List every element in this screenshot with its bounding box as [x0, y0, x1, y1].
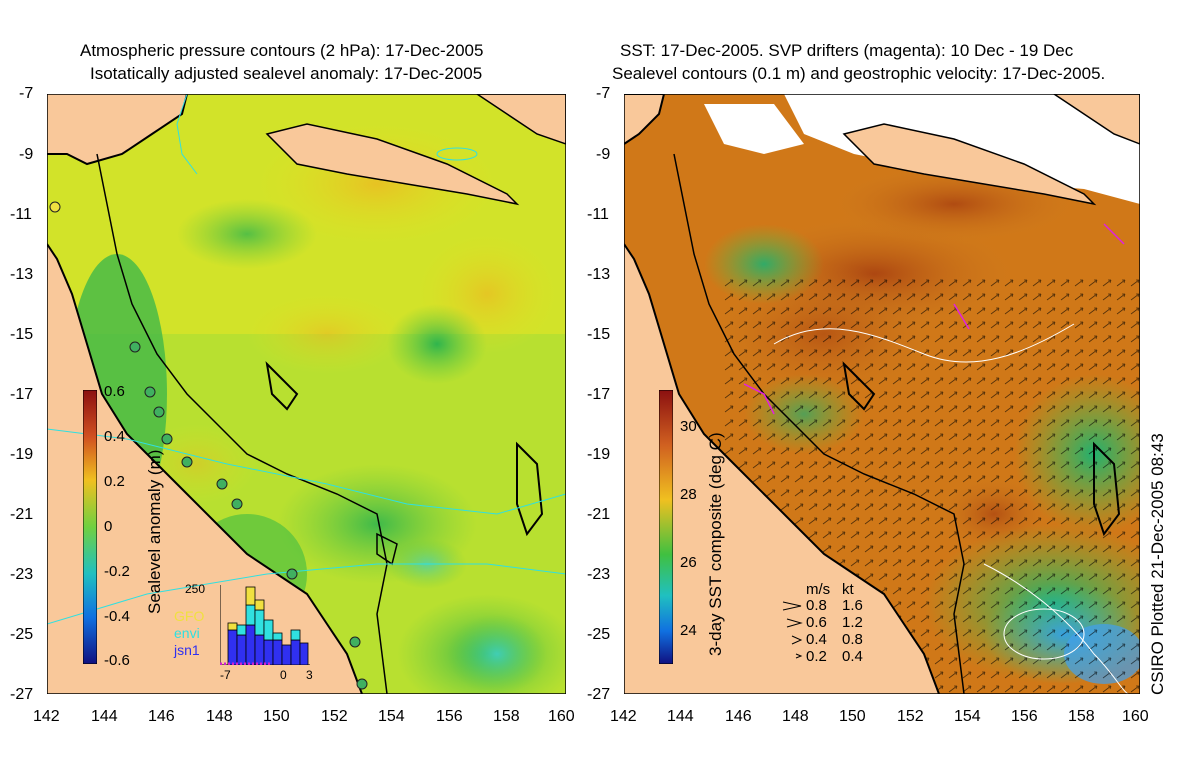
velocity-legend-kt-3: 0.4: [842, 648, 863, 665]
left-lat-tick: -27: [10, 686, 34, 703]
right-lat-tick: -17: [587, 386, 611, 403]
plot-credit: CSIRO Plotted 21-Dec-2005 08:43: [1148, 433, 1167, 695]
left-cb-tick-1: 0.4: [104, 428, 125, 445]
left-lon-tick: 144: [91, 708, 118, 725]
right-lon-tick: 154: [954, 708, 981, 725]
right-lat-tick: -21: [587, 506, 611, 523]
left-lat-tick: -17: [10, 386, 34, 403]
velocity-legend-ms-header: m/s: [806, 581, 831, 598]
velocity-legend-ms-2: 0.4: [806, 631, 827, 648]
left-lon-tick: 148: [206, 708, 233, 725]
left-cb-tick-3: 0: [104, 518, 113, 535]
left-lat-tick: -13: [10, 266, 34, 283]
histogram-ymax: 250: [185, 582, 206, 596]
left-lat-tick: -11: [10, 206, 32, 223]
velocity-legend-kt-header: kt: [842, 581, 854, 598]
right-title-line1: SST: 17-Dec-2005. SVP drifters (magenta)…: [620, 41, 1074, 60]
left-lon-tick: 156: [436, 708, 463, 725]
left-lat-tick: -25: [10, 626, 34, 643]
right-colorbar: [659, 390, 673, 664]
right-lat-tick: -23: [587, 566, 611, 583]
right-lat-tick: -13: [587, 266, 611, 283]
velocity-legend-ms-3: 0.2: [806, 648, 827, 665]
right-cb-tick-2: 26: [680, 554, 697, 571]
velocity-legend-arrows: [782, 601, 803, 659]
right-lat-tick: -15: [587, 326, 611, 343]
right-title-line2: Sealevel contours (0.1 m) and geostrophi…: [612, 64, 1106, 83]
right-lon-tick: 160: [1122, 708, 1149, 725]
left-map: [47, 94, 566, 694]
right-cb-tick-3: 24: [680, 622, 697, 639]
left-lat-tick: -21: [10, 506, 34, 523]
left-cb-tick-4: -0.2: [104, 563, 130, 580]
right-lat-tick: -19: [587, 446, 611, 463]
left-lat-tick: -23: [10, 566, 34, 583]
left-lon-tick: 154: [378, 708, 405, 725]
left-cb-tick-0: 0.6: [104, 383, 125, 400]
legend-gfo: GFO: [174, 608, 205, 624]
left-title-line2: Isotatically adjusted sealevel anomaly: …: [90, 64, 483, 83]
left-lat-tick: -15: [10, 326, 34, 343]
right-lat-tick: -27: [587, 686, 611, 703]
left-lon-tick: 158: [493, 708, 520, 725]
left-cb-tick-5: -0.4: [104, 608, 130, 625]
histogram-x-1: 0: [280, 668, 287, 682]
left-lon-tick: 160: [548, 708, 575, 725]
velocity-legend-kt-2: 0.8: [842, 631, 863, 648]
right-lat-tick: -25: [587, 626, 611, 643]
left-lat-tick: -9: [19, 146, 34, 163]
histogram-x-2: 3: [306, 668, 313, 682]
right-lat-tick: -11: [587, 206, 609, 223]
right-lat-tick: -9: [596, 146, 611, 163]
velocity-legend-ms-1: 0.6: [806, 614, 827, 631]
right-colorbar-label: 3-day SST composite (deg C): [706, 432, 725, 656]
velocity-legend-kt-0: 1.6: [842, 597, 863, 614]
left-colorbar: [83, 390, 97, 664]
left-cb-tick-2: 0.2: [104, 473, 125, 490]
right-cb-tick-0: 30: [680, 418, 697, 435]
left-title-line1: Atmospheric pressure contours (2 hPa): 1…: [80, 41, 484, 60]
legend-envi: envi: [174, 625, 200, 641]
histogram-x-0: -7: [220, 668, 231, 682]
left-cb-tick-6: -0.6: [104, 652, 130, 669]
right-map: [624, 94, 1140, 694]
right-lat-tick: -7: [596, 85, 611, 102]
left-lat-tick: -7: [19, 85, 34, 102]
left-lon-tick: 142: [33, 708, 60, 725]
right-lon-tick: 158: [1068, 708, 1095, 725]
left-lon-tick: 150: [263, 708, 290, 725]
legend-jsn1: jsn1: [174, 642, 200, 658]
altimeter-histogram: [220, 585, 310, 665]
right-lon-tick: 142: [610, 708, 637, 725]
velocity-legend-ms-0: 0.8: [806, 597, 827, 614]
right-lon-tick: 152: [897, 708, 924, 725]
left-colorbar-label: Sealevel anomaly (m): [145, 449, 164, 614]
velocity-legend-kt-1: 1.2: [842, 614, 863, 631]
right-lon-tick: 148: [782, 708, 809, 725]
right-lon-tick: 146: [725, 708, 752, 725]
right-lon-tick: 156: [1011, 708, 1038, 725]
left-lat-tick: -19: [10, 446, 34, 463]
right-lon-tick: 150: [839, 708, 866, 725]
left-lon-tick: 146: [148, 708, 175, 725]
right-lon-tick: 144: [667, 708, 694, 725]
right-cb-tick-1: 28: [680, 486, 697, 503]
left-lon-tick: 152: [321, 708, 348, 725]
